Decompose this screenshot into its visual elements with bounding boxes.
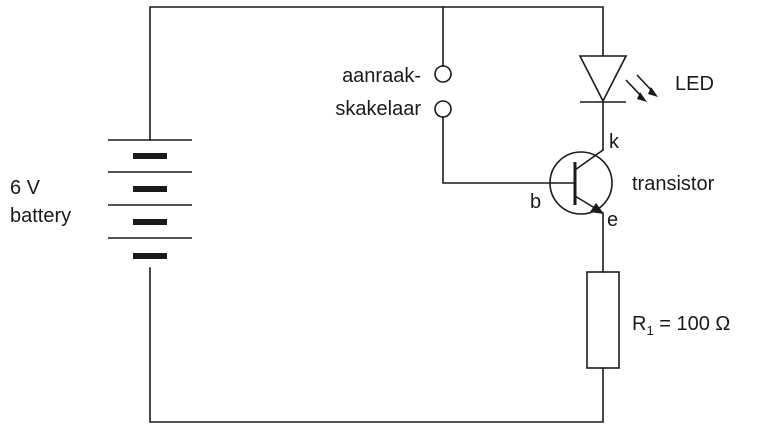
resistor-r1 (586, 271, 620, 369)
battery-plate-short-4 (133, 253, 167, 259)
battery-plate-short-1 (133, 153, 167, 159)
transistor-emitter-arrow-icon (590, 203, 604, 214)
emitter-label: e (607, 209, 618, 231)
transistor-collector-lead (574, 149, 604, 171)
resistor-label: R1 = 100 Ω (632, 313, 730, 338)
transistor-circle (549, 151, 613, 215)
touch-switch-label-line1: aanraak- (342, 65, 421, 87)
touch-switch-label-line2: skakelaar (335, 98, 421, 120)
wire-switch-to-base (442, 116, 554, 184)
touch-switch-contact-top (434, 65, 452, 83)
led-symbol (578, 55, 658, 103)
battery-plate-short-3 (133, 219, 167, 225)
transistor-symbol (549, 149, 613, 215)
led-light-arrows-icon (625, 74, 658, 102)
led-label: LED (675, 73, 714, 95)
wire-battery-bottom (149, 267, 604, 423)
resistor-value: = 100 Ω (654, 313, 731, 335)
battery-plate-short-2 (133, 186, 167, 192)
battery-label: battery (10, 205, 71, 227)
wire-battery-top (149, 6, 604, 141)
collector-label: k (609, 131, 620, 153)
base-label: b (530, 191, 541, 213)
transistor-label: transistor (632, 173, 715, 195)
resistor-subscript: 1 (646, 323, 653, 338)
touch-switch-contact-bottom (434, 100, 452, 118)
battery-symbol (108, 139, 192, 259)
battery-voltage-label: 6 V (10, 177, 41, 199)
led-triangle (578, 55, 628, 103)
touch-switch-symbol (434, 65, 452, 118)
resistor-symbol: R (632, 313, 646, 335)
